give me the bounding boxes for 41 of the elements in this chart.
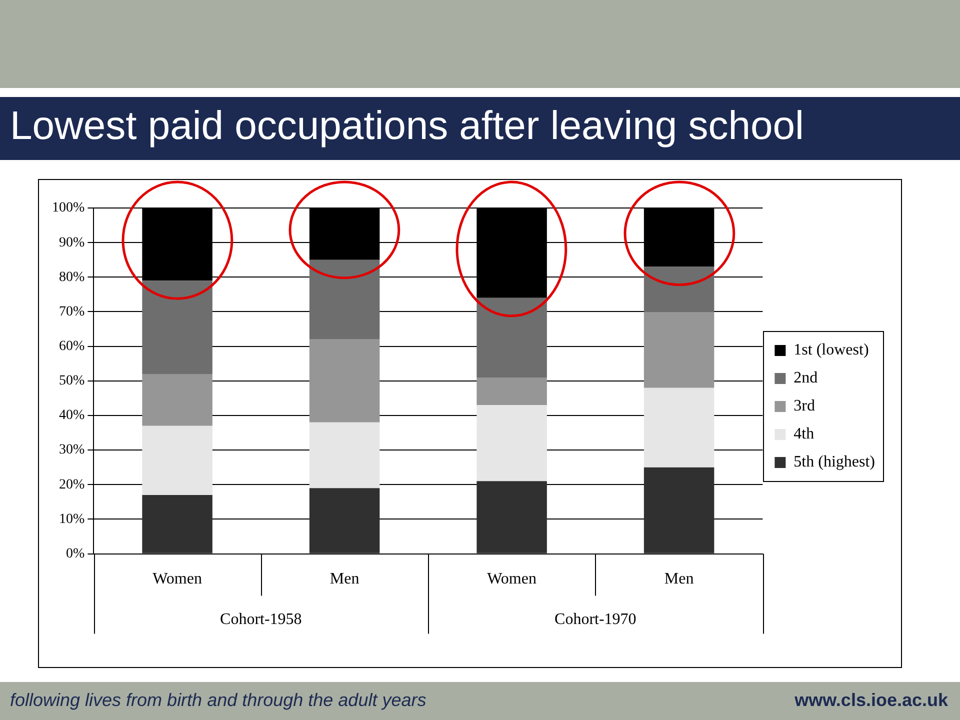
bar [644, 388, 714, 468]
bar [142, 374, 212, 426]
bar [476, 481, 547, 554]
y-tick-label: 80% [58, 270, 85, 285]
legend-label: 4th [794, 426, 814, 443]
chart-title: Lowest paid occupations after leaving school [10, 104, 804, 149]
legend-label: 5th (highest) [794, 454, 876, 471]
y-tick-label: 50% [58, 374, 85, 389]
legend-label: 2nd [794, 370, 818, 387]
y-tick-label: 70% [58, 304, 85, 320]
y-tick-label: 0% [66, 546, 85, 562]
bar [644, 467, 714, 554]
text: www.cls.ioe.ac.uk [794, 690, 948, 711]
legend-label: 1st (lowest) [794, 342, 869, 359]
x-tick-label: Men [330, 570, 360, 588]
bar [476, 377, 547, 406]
bar [142, 280, 212, 374]
bar [644, 266, 714, 312]
y-tick-label: 100% [52, 200, 85, 216]
y-tick-label: 90% [58, 235, 85, 250]
bar [142, 495, 212, 554]
x-tick-label: Men [664, 570, 694, 588]
bar [476, 405, 547, 482]
text: Cohort-1970 [554, 611, 636, 628]
bar [476, 298, 547, 378]
y-tick-label: 40% [58, 408, 85, 424]
y-tick-label: 60% [58, 338, 85, 354]
x-tick-label: Women [487, 570, 536, 588]
text: Cohort-1958 [220, 611, 302, 628]
y-tick-label: 20% [58, 477, 85, 492]
bar [309, 488, 380, 554]
bar [644, 312, 714, 388]
y-tick-label: 30% [58, 442, 85, 458]
text: following lives from birth and through the adult years [10, 690, 426, 711]
bar [309, 260, 380, 340]
y-tick-label: 10% [58, 512, 85, 527]
bar [309, 422, 380, 488]
bar [309, 339, 380, 422]
legend-label: 3rd [794, 398, 816, 415]
bar [142, 426, 212, 496]
x-tick-label: Women [152, 570, 202, 588]
